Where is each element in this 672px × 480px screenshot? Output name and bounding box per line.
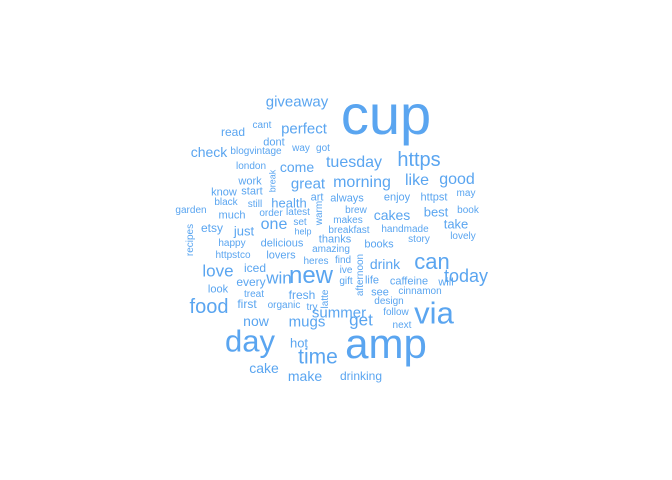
word: much (218, 209, 246, 222)
word: get (349, 310, 373, 330)
word: garden (175, 205, 207, 216)
word: like (404, 172, 430, 189)
word: time (298, 345, 338, 369)
word: day (225, 323, 275, 359)
word: cake (249, 360, 279, 376)
word: via (414, 295, 454, 331)
word: drinking (339, 369, 383, 383)
word: black (214, 197, 238, 208)
word: heres (303, 256, 329, 267)
word: good (439, 171, 475, 188)
word: amazing (312, 244, 350, 255)
word: still (247, 199, 263, 210)
word: httpst (420, 191, 448, 204)
word: recipes (185, 223, 196, 257)
word: etsy (200, 221, 224, 235)
word: win (266, 268, 292, 288)
word: check (190, 144, 228, 160)
word: perfect (281, 120, 327, 138)
word: latest (286, 207, 310, 218)
word: iced (243, 261, 267, 275)
word: one (260, 216, 288, 233)
word: way (292, 143, 310, 154)
word: cup (340, 83, 432, 146)
word: organic (267, 300, 301, 311)
word: food (189, 296, 229, 318)
word: got (316, 143, 330, 154)
word: break (267, 169, 278, 193)
word: follow (383, 307, 409, 318)
word: latte (320, 289, 331, 309)
word: dont (263, 136, 285, 149)
word: health (271, 195, 307, 211)
word: always (330, 192, 364, 205)
word: london (235, 161, 267, 172)
word: delicious (260, 237, 304, 250)
word: find (334, 255, 352, 266)
word: caffeine (389, 275, 429, 288)
word: httpstco (215, 250, 251, 261)
word: https (397, 149, 441, 171)
word: hot (289, 335, 309, 351)
word: make (287, 368, 323, 384)
word: next (392, 320, 412, 331)
word: life (364, 274, 380, 287)
word: drink (369, 256, 401, 272)
word: ive (339, 265, 353, 276)
word: may (456, 188, 476, 199)
word: every (236, 275, 266, 289)
word: morning (333, 174, 391, 191)
word: help (294, 226, 312, 237)
word: can (414, 249, 450, 274)
word: best (423, 204, 449, 220)
word: design (374, 296, 404, 307)
word: love (202, 261, 234, 281)
word: enjoy (383, 191, 411, 204)
word: books (364, 238, 394, 251)
word: know (211, 186, 237, 199)
word: today (443, 266, 489, 286)
word: great (290, 175, 326, 193)
word: cakes (373, 207, 411, 223)
word: work (238, 175, 262, 188)
word: read (220, 125, 246, 139)
word: come (279, 159, 315, 175)
word: treat (243, 289, 265, 300)
word: amp (345, 320, 427, 367)
word: giveaway (265, 93, 329, 111)
word: fresh (288, 288, 316, 302)
word: see (371, 286, 389, 299)
word: book (457, 205, 479, 216)
word: tuesday (325, 154, 383, 171)
word: start (241, 185, 263, 198)
word: take (443, 216, 469, 232)
word: brew (345, 205, 367, 216)
word: new (288, 262, 334, 289)
word: summer (311, 304, 367, 322)
word: set (293, 217, 307, 228)
word: makes (333, 215, 363, 226)
word: gift (339, 276, 353, 287)
word: mugs (288, 313, 326, 331)
word: breakfast (328, 225, 370, 236)
word: blogvintage (230, 146, 282, 157)
word: lovers (266, 249, 296, 262)
word: thanks (318, 233, 352, 246)
word: try (306, 302, 318, 313)
word: lovely (450, 231, 476, 242)
word: first (237, 297, 257, 311)
word: art (310, 191, 324, 204)
word: look (207, 283, 229, 296)
word: warm (314, 200, 325, 226)
word: order (259, 208, 283, 219)
word: handmade (381, 224, 429, 235)
word: story (408, 234, 430, 245)
word: cinnamon (398, 286, 442, 297)
word: now (243, 313, 269, 329)
word: just (233, 223, 255, 239)
word: cant (252, 120, 272, 131)
word: will (438, 276, 454, 289)
word: happy (218, 238, 246, 249)
